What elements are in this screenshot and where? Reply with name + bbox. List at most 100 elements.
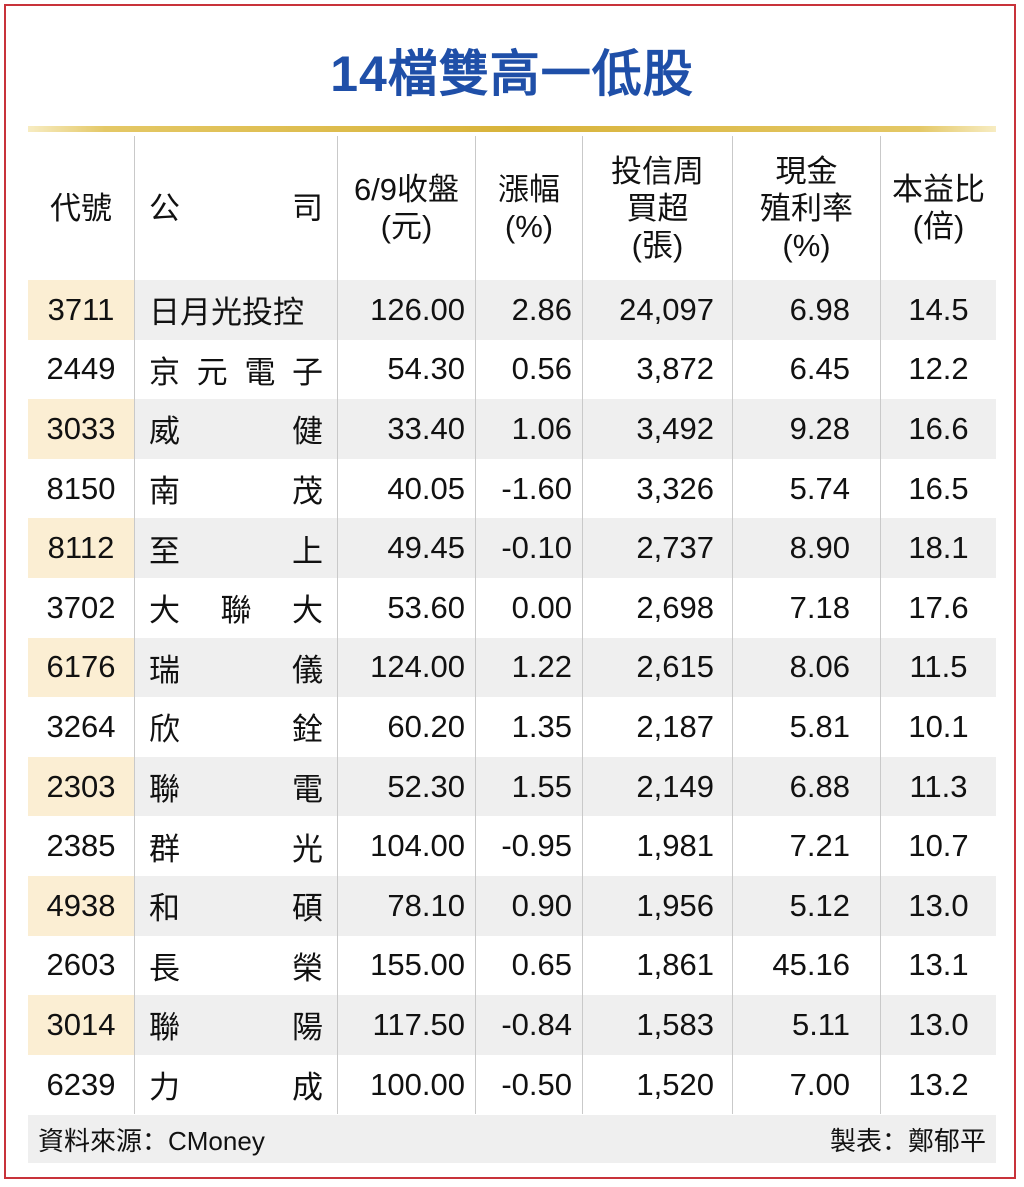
price-change: -0.50 (476, 1054, 583, 1115)
company-name: 大聯大 (135, 577, 338, 638)
cash-yield: 5.74 (733, 458, 881, 519)
company-name-part: 茂 (292, 474, 323, 510)
pe-ratio: 16.5 (908, 470, 969, 506)
company-name-part: 健 (292, 414, 323, 450)
table-header-row: 代號 公 司 6/9收盤 (元) 漲幅 (%) 投信周 買超 (28, 136, 996, 280)
company-name-part: 光 (292, 831, 323, 867)
trust-net-buy: 2,737 (583, 518, 733, 578)
stock-code: 3702 (28, 577, 135, 638)
close-price: 54.30 (338, 339, 476, 400)
header-pe-line: 本益比 (892, 172, 985, 207)
table-row: 3702 大 聯 大 53.60 0.00 2,698 7.18 17.6 (28, 577, 996, 638)
stock-code: 3264 (28, 697, 135, 757)
company-name-part: 成 (292, 1070, 323, 1106)
company-name-part: 銓 (292, 712, 323, 748)
price-change: -0.10 (476, 518, 583, 578)
close-price: 78.10 (338, 875, 476, 936)
price-change: 0.00 (476, 577, 583, 638)
pe-ratio: 10.7 (908, 828, 969, 864)
trust-net-buy: 1,861 (583, 935, 733, 996)
header-change-unit: (%) (504, 209, 554, 244)
stock-code: 6176 (28, 637, 135, 698)
company-name: 至上 (135, 518, 338, 578)
company-name: 京元電子 (135, 339, 338, 400)
company-name-part: 子 (291, 354, 323, 390)
close-price: 53.60 (338, 577, 476, 638)
company-name-part: 至 (149, 533, 180, 569)
pe-ratio: 16.6 (908, 410, 969, 446)
cash-yield: 7.21 (733, 816, 881, 876)
close-price: 49.45 (338, 518, 476, 578)
header-yield-unit: (%) (782, 227, 831, 263)
cash-yield: 6.98 (733, 280, 881, 340)
table-body: 3711 日月光投控 126.00 2.86 24,097 6.98 14.5 2449 京元電… (28, 280, 996, 1115)
stock-code: 3033 (28, 399, 135, 459)
header-trust-buy-unit: (張) (631, 227, 684, 263)
table-row: 2385 群光 104.00 -0.95 1,981 7.21 10.7 (28, 816, 996, 876)
company-name: 和碩 (135, 875, 338, 936)
cash-yield: 6.88 (733, 756, 881, 817)
price-change: 0.65 (476, 935, 583, 996)
table-row: 2603 長榮 155.00 0.65 1,861 45.16 13.1 (28, 935, 996, 996)
infographic-frame: 14檔雙高一低股 代號 公 司 6/9收盤 (元) 漲幅 (%) (4, 4, 1016, 1179)
footer: 資料來源：CMoney 製表：鄭郁平 (28, 1115, 996, 1163)
pe-ratio: 13.0 (908, 1006, 969, 1042)
company-name-part: 榮 (292, 950, 323, 986)
company-name-part: 大 (149, 593, 180, 629)
company-name-part: 力 (149, 1070, 180, 1106)
header-change-line: 漲幅 (498, 172, 560, 207)
stock-code: 2603 (28, 935, 135, 996)
cash-yield: 9.28 (733, 399, 881, 459)
header-close-line: 6/9收盤 (353, 172, 460, 207)
table-row: 3711 日月光投控 126.00 2.86 24,097 6.98 14.5 (28, 280, 996, 340)
company-name-part: 日月光投控 (149, 295, 304, 331)
close-price: 117.50 (338, 995, 476, 1055)
title-divider (28, 126, 996, 132)
header-name-char: 公 (149, 190, 180, 226)
stock-code: 2303 (28, 756, 135, 817)
table-row: 8112 至上 49.45 -0.10 2,737 8.90 18.1 (28, 518, 996, 578)
company-name-part: 上 (292, 533, 323, 569)
price-change: -0.95 (476, 816, 583, 876)
trust-net-buy: 3,872 (583, 339, 733, 400)
pe-ratio: 14.5 (908, 291, 969, 327)
close-price: 124.00 (338, 637, 476, 698)
company-name-part: 大 (292, 593, 323, 629)
source-note: 資料來源：CMoney (38, 1125, 265, 1156)
header-name: 公 司 (135, 136, 338, 280)
company-name-part: 和 (149, 891, 180, 927)
table-row: 6239 力成 100.00 -0.50 1,520 7.00 13.2 (28, 1054, 996, 1115)
cash-yield: 5.12 (733, 875, 881, 936)
price-change: 1.55 (476, 756, 583, 817)
trust-net-buy: 1,520 (583, 1054, 733, 1115)
company-name: 力成 (135, 1054, 338, 1115)
company-name-part: 元 (196, 354, 228, 390)
company-name: 長榮 (135, 935, 338, 996)
table-row: 3014 聯陽 117.50 -0.84 1,583 5.11 13.0 (28, 995, 996, 1055)
close-price: 155.00 (338, 935, 476, 996)
company-name: 瑞儀 (135, 637, 338, 698)
company-name-part: 南 (149, 474, 180, 510)
price-change: 1.06 (476, 399, 583, 459)
company-name-part: 欣 (149, 712, 180, 748)
header-pe: 本益比 (倍) (881, 136, 996, 280)
company-name-part: 聯 (220, 593, 252, 629)
price-change: 0.56 (476, 339, 583, 400)
cash-yield: 8.90 (733, 518, 881, 578)
company-name: 群光 (135, 816, 338, 876)
header-trust-buy-line2: 買超 (626, 190, 689, 226)
company-name: 南茂 (135, 458, 338, 519)
trust-net-buy: 1,981 (583, 816, 733, 876)
trust-net-buy: 1,583 (583, 995, 733, 1055)
close-price: 52.30 (338, 756, 476, 817)
header-close: 6/9收盤 (元) (338, 136, 476, 280)
header-yield-line2: 殖利率 (760, 190, 853, 226)
stock-table: 代號 公 司 6/9收盤 (元) 漲幅 (%) 投信周 買超 (28, 136, 996, 1115)
close-price: 126.00 (338, 280, 476, 340)
cash-yield: 8.06 (733, 637, 881, 698)
stock-code: 6239 (28, 1054, 135, 1115)
pe-ratio: 11.3 (909, 768, 968, 804)
stock-code: 8150 (28, 458, 135, 519)
pe-ratio: 17.6 (908, 589, 969, 625)
pe-ratio: 11.5 (909, 649, 968, 685)
